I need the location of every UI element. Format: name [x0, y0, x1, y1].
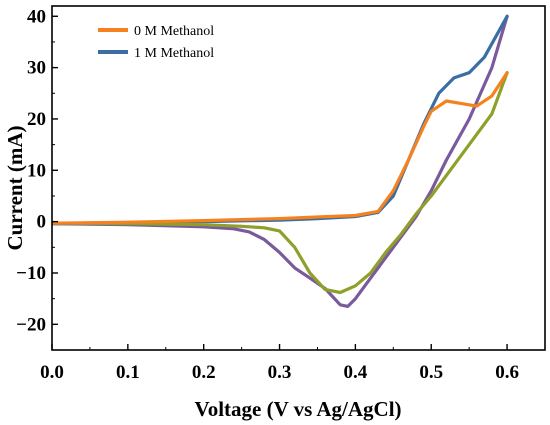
x-tick-label: 0.1: [116, 362, 140, 383]
legend: 0 M Methanol 1 M Methanol: [98, 24, 214, 61]
x-tick-label: 0.0: [40, 362, 64, 383]
x-tick-label: 0.2: [192, 362, 216, 383]
series-1m-reverse-scan: [52, 14, 509, 308]
legend-label: 1 M Methanol: [134, 46, 214, 61]
y-tick-label: 20: [27, 109, 46, 130]
x-axis-title: Voltage (V vs Ag/AgCl): [194, 397, 401, 421]
y-tick-label: 0: [37, 212, 47, 233]
axis-layer: 0.0 0.1 0.2 0.3 0.4 0.5 0.6 −20 −10 0 10 20 30 40: [16, 5, 546, 383]
y-tick-label: 10: [27, 160, 46, 181]
x-tick-label: 0.6: [495, 362, 519, 383]
plot-frame: [51, 5, 546, 351]
y-tick-label: −20: [16, 314, 46, 335]
x-tick-label: 0.4: [344, 362, 368, 383]
y-tick-label: 40: [27, 6, 46, 27]
x-tick-label: 0.3: [268, 362, 292, 383]
series-1m: [52, 14, 509, 308]
y-axis-title: Current (mA): [3, 125, 27, 250]
series-0m-reverse-scan: [52, 71, 509, 295]
y-tick-label: 30: [27, 58, 46, 79]
series-1m-forward-scan: [52, 14, 509, 226]
plot-layer: [52, 14, 509, 308]
y-tick-label: −10: [16, 263, 46, 284]
x-tick-label: 0.5: [419, 362, 443, 383]
series-0m-forward-scan: [52, 71, 509, 225]
series-0m: [52, 71, 509, 295]
legend-label: 0 M Methanol: [134, 24, 214, 39]
